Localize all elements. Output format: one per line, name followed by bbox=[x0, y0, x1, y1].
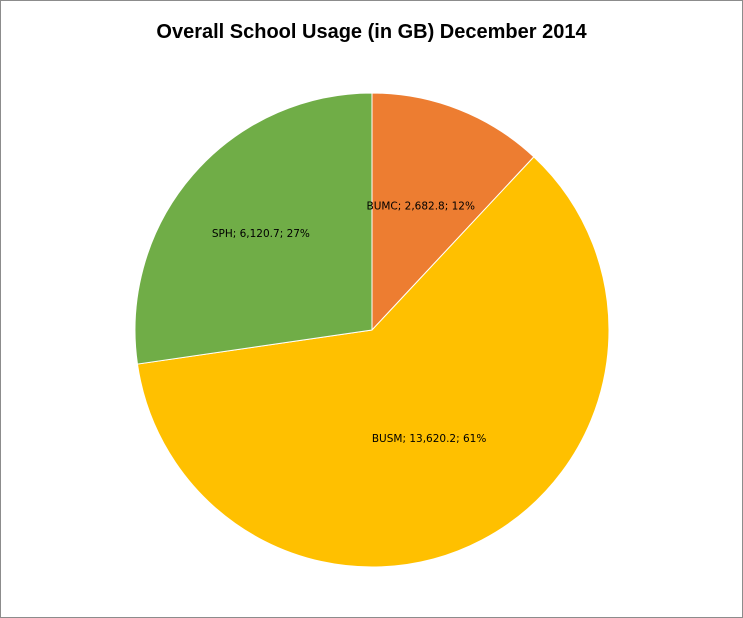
data-label-bumc: BUMC; 2,682.8; 12% bbox=[366, 201, 474, 213]
data-label-busm: BUSM; 13,620.2; 61% bbox=[372, 433, 486, 445]
data-label-sph: SPH; 6,120.7; 27% bbox=[212, 228, 310, 240]
pie-slice-bumc bbox=[371, 92, 535, 332]
chart-title: Overall School Usage (in GB) December 20… bbox=[156, 21, 587, 43]
pie-slice-busm bbox=[136, 156, 610, 568]
pie-slice-sph bbox=[134, 92, 373, 365]
